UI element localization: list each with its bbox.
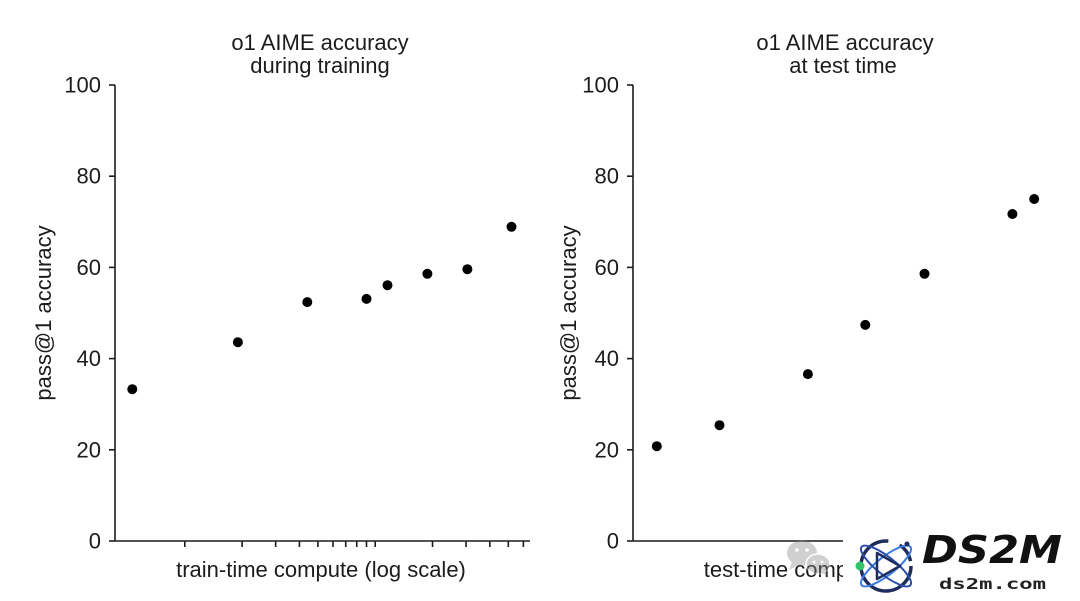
- watermark-brand: DS2M: [922, 528, 1062, 572]
- data-point: [302, 297, 313, 308]
- wechat-icon-eye: [812, 560, 816, 564]
- y-tick-label: 80: [595, 164, 619, 189]
- y-tick-label: 100: [582, 73, 619, 98]
- data-point: [919, 268, 930, 279]
- data-point: [462, 264, 473, 275]
- axis-ticks: 0 20 40 60 80 100: [64, 73, 525, 554]
- y-axis-label: pass@1 accuracy: [31, 225, 56, 400]
- atom-logo-orbit: [859, 544, 913, 588]
- wechat-icon-tail-large: [789, 562, 798, 570]
- axis-ticks: 0 20 40 60 80 100: [582, 73, 633, 554]
- atom-logo-dot: [904, 541, 910, 547]
- data-point: [860, 319, 871, 330]
- data-point: [651, 441, 662, 452]
- data-point: [127, 384, 138, 395]
- wechat-icon-tail-small: [821, 571, 829, 576]
- y-tick-label: 80: [77, 164, 101, 189]
- y-tick-label: 100: [64, 73, 101, 98]
- watermark-site: ds2m.com: [939, 575, 1046, 593]
- wechat-icon-bubble-large: [787, 540, 817, 566]
- wechat-icon-eye: [805, 548, 809, 552]
- y-tick-label: 0: [89, 529, 101, 554]
- chart-title-line-1: o1 AIME accuracy: [231, 30, 408, 55]
- chart-title-line-1: o1 AIME accuracy: [756, 30, 933, 55]
- chart-at-test-time: o1 AIME accuracy at test time 0 20 40 60 80 1…: [556, 30, 1050, 582]
- data-point: [714, 420, 725, 431]
- y-tick-label: 40: [595, 346, 619, 371]
- data-point: [361, 293, 372, 304]
- chart-title-line-2: during training: [250, 53, 389, 78]
- y-tick-label: 40: [77, 346, 101, 371]
- y-tick-label: 0: [607, 529, 619, 554]
- y-axis-label: pass@1 accuracy: [556, 225, 581, 400]
- data-point: [1007, 209, 1018, 219]
- wechat-icon-eye: [795, 548, 799, 552]
- atom-logo-icon: [855, 539, 913, 593]
- y-tick-label: 20: [77, 437, 101, 462]
- data-point: [382, 280, 393, 291]
- x-axis-label: train-time compute (log scale): [176, 557, 466, 582]
- wechat-icon: [787, 540, 831, 576]
- chart-title-line-2: at test time: [789, 53, 897, 78]
- atom-logo-orbit: [859, 544, 913, 588]
- chart-during-training: o1 AIME accuracy during training 0 20 40 60…: [31, 30, 530, 582]
- data-points: [651, 194, 1040, 452]
- wechat-icon-eye: [820, 560, 824, 564]
- watermark-panel: [843, 527, 1080, 601]
- y-tick-label: 20: [595, 437, 619, 462]
- data-point: [232, 337, 243, 348]
- y-tick-label: 60: [595, 255, 619, 280]
- y-tick-label: 60: [77, 255, 101, 280]
- data-point: [506, 221, 517, 232]
- atom-logo-dot: [855, 561, 865, 571]
- data-point: [1029, 194, 1040, 204]
- data-point: [422, 268, 433, 279]
- watermark: DS2M ds2m.com: [787, 527, 1080, 601]
- wechat-icon-bubble-small: [805, 553, 831, 575]
- data-point: [802, 369, 813, 380]
- atom-logo-play-shape: [875, 551, 902, 581]
- data-points: [127, 221, 517, 395]
